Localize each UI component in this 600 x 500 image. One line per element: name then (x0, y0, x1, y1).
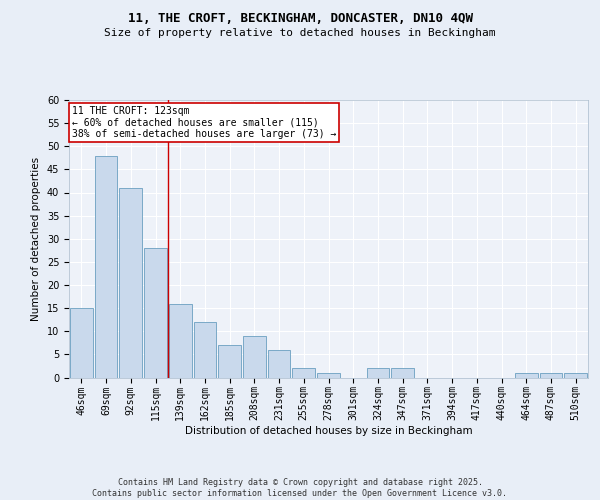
Bar (367, 368, 389, 378)
Bar (194, 322, 216, 378)
Bar (391, 368, 414, 378)
X-axis label: Distribution of detached houses by size in Beckingham: Distribution of detached houses by size … (185, 426, 472, 436)
Bar (292, 368, 315, 378)
Text: Size of property relative to detached houses in Beckingham: Size of property relative to detached ho… (104, 28, 496, 38)
Bar (564, 373, 587, 378)
Bar (70, 308, 93, 378)
Bar (144, 248, 167, 378)
Bar (539, 373, 562, 378)
Bar (268, 350, 290, 378)
Bar (243, 336, 266, 378)
Bar (169, 304, 191, 378)
Bar (317, 373, 340, 378)
Text: 11 THE CROFT: 123sqm
← 60% of detached houses are smaller (115)
38% of semi-deta: 11 THE CROFT: 123sqm ← 60% of detached h… (71, 106, 336, 138)
Text: 11, THE CROFT, BECKINGHAM, DONCASTER, DN10 4QW: 11, THE CROFT, BECKINGHAM, DONCASTER, DN… (128, 12, 473, 26)
Bar (218, 345, 241, 378)
Y-axis label: Number of detached properties: Number of detached properties (31, 156, 41, 321)
Bar (515, 373, 538, 378)
Bar (119, 188, 142, 378)
Text: Contains HM Land Registry data © Crown copyright and database right 2025.
Contai: Contains HM Land Registry data © Crown c… (92, 478, 508, 498)
Bar (95, 156, 118, 378)
